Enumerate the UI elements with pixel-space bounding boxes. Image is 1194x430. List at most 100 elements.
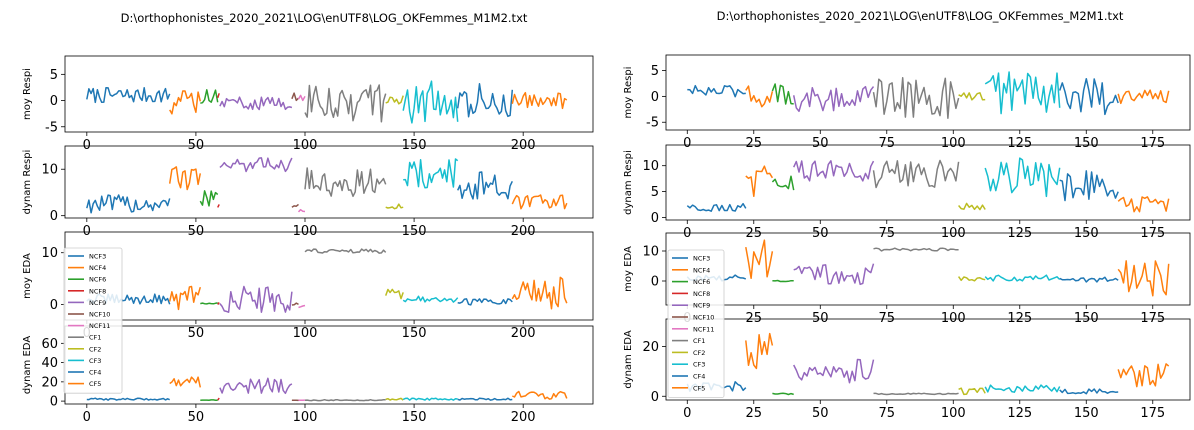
axes-frame (64, 145, 594, 219)
y-axis-label: dynam Respi (22, 150, 33, 215)
x-tick-label: 50 (812, 226, 829, 241)
subplot-dynam-respi: 0 10 dynam Respi 0 50 100 150 200 (22, 145, 594, 239)
x-tick-label: 200 (511, 410, 536, 425)
subplot-dynam-respi: 0 5 10 dynam Respi 0 25 50 75 100 125 150 175 (623, 144, 1191, 241)
y-axis-label: moy EDA (623, 246, 634, 292)
series-cf1 (304, 398, 386, 402)
series-ncf10 (291, 92, 300, 102)
series-ncf3 (86, 194, 171, 214)
x-tick-label: 125 (1007, 406, 1032, 421)
legend-label-ncf8: NCF8 (89, 287, 106, 295)
series-cf3 (984, 71, 1061, 115)
series-ncf4 (745, 85, 774, 108)
legend-label-ncf9: NCF9 (693, 302, 710, 310)
series-cf2 (957, 276, 986, 282)
series-ncf3 (686, 202, 747, 212)
series-ncf10 (291, 203, 299, 208)
series-ncf8 (216, 93, 220, 99)
series-ncf4 (745, 332, 774, 370)
series-cf4 (457, 298, 513, 306)
series-ncf9 (219, 377, 293, 395)
x-tick-label: 75 (878, 311, 895, 326)
series-cf1 (872, 159, 960, 189)
subplot-moy-respi: -5 0 5 moy Respi 0 50 100 150 200 (22, 55, 594, 153)
series-cf2 (958, 202, 986, 211)
y-axis-label: dynam EDA (22, 336, 33, 394)
y-axis-label: dynam EDA (623, 330, 634, 388)
y-tick-label: 20 (41, 375, 58, 390)
axes-frame (665, 318, 1191, 401)
legend-label-ncf10: NCF10 (89, 311, 110, 319)
series-cf5 (1117, 89, 1170, 105)
series-cf5 (511, 276, 568, 310)
series-cf1 (873, 392, 959, 396)
series-ncf6 (771, 83, 794, 105)
subplot-moy-respi: -5 0 5 moy Respi 0 25 50 75 100 125 150 175 (623, 54, 1191, 151)
y-tick-label: 5 (50, 68, 58, 83)
x-tick-label: 150 (1074, 226, 1099, 241)
series-cf3 (402, 397, 458, 401)
series-cf5 (1117, 260, 1170, 297)
series-ncf6 (199, 190, 219, 207)
x-tick-label: 100 (293, 326, 318, 341)
legend-box (63, 247, 123, 394)
series-cf4 (457, 171, 513, 200)
series-ncf8 (217, 397, 220, 401)
right-figure-title: D:\orthophonistes_2020_2021\LOG\enUTF8\L… (717, 9, 1124, 23)
y-tick-label: 0 (651, 390, 659, 405)
x-tick-label: 200 (511, 326, 536, 341)
y-tick-label: 10 (642, 159, 659, 174)
subplot-dynam-eda: 0 20 40 60 dynam EDA 0 50 100 150 200 (22, 325, 594, 425)
y-axis-label: dynam Respi (623, 150, 634, 215)
legend-label-ncf11: NCF11 (693, 325, 714, 333)
legend-label-ncf4: NCF4 (693, 266, 710, 274)
y-tick-label: 0 (50, 94, 58, 109)
x-tick-label: 150 (1074, 136, 1099, 151)
series-cf5 (511, 390, 568, 400)
x-tick-label: 200 (511, 224, 536, 239)
series-cf2 (385, 95, 404, 105)
x-tick-label: 100 (941, 136, 966, 151)
legend-label-cf4: CF4 (693, 373, 705, 381)
x-tick-label: 150 (402, 224, 427, 239)
y-tick-label: 10 (642, 245, 659, 260)
x-tick-label: 100 (293, 138, 318, 153)
series-cf2 (385, 203, 404, 210)
y-tick-label: 20 (642, 340, 659, 355)
series-cf5 (511, 194, 568, 210)
x-tick-label: 150 (402, 138, 427, 153)
y-axis-label: moy Respi (623, 67, 634, 119)
x-tick-label: 175 (1140, 311, 1165, 326)
x-tick-label: 25 (746, 226, 763, 241)
legend-label-cf5: CF5 (693, 384, 705, 392)
x-tick-label: 0 (683, 136, 691, 151)
series-cf3 (403, 158, 459, 189)
series-cf4 (457, 397, 513, 401)
axes-frame (665, 144, 1191, 221)
x-tick-label: 25 (746, 406, 763, 421)
legend-label-cf5: CF5 (89, 380, 101, 388)
series-ncf9 (793, 358, 875, 384)
x-tick-label: 0 (83, 138, 91, 153)
x-tick-label: 0 (83, 410, 91, 425)
x-tick-label: 150 (1074, 406, 1099, 421)
x-tick-label: 25 (746, 136, 763, 151)
series-ncf6 (200, 89, 219, 104)
x-tick-label: 50 (812, 406, 829, 421)
x-tick-label: 75 (878, 406, 895, 421)
series-ncf4 (168, 285, 202, 311)
series-cf1 (304, 84, 387, 123)
series-ncf3 (86, 86, 171, 104)
series-cf4 (1059, 276, 1119, 283)
left-figure-title: D:\orthophonistes_2020_2021\LOG\enUTF8\L… (121, 11, 528, 25)
legend-label-cf1: CF1 (89, 334, 101, 342)
y-tick-label: 0 (50, 298, 58, 313)
y-axis-label: moy EDA (22, 253, 33, 299)
subplot-dynam-eda: 0 20 dynam EDA 0 25 50 75 100 125 150 175 (623, 318, 1191, 421)
axes-frame (665, 54, 1191, 131)
x-tick-label: 100 (293, 224, 318, 239)
y-tick-label: 0 (50, 209, 58, 224)
legend-label-ncf8: NCF8 (693, 290, 710, 298)
series-cf1 (873, 247, 959, 252)
y-tick-label: 10 (41, 246, 58, 261)
